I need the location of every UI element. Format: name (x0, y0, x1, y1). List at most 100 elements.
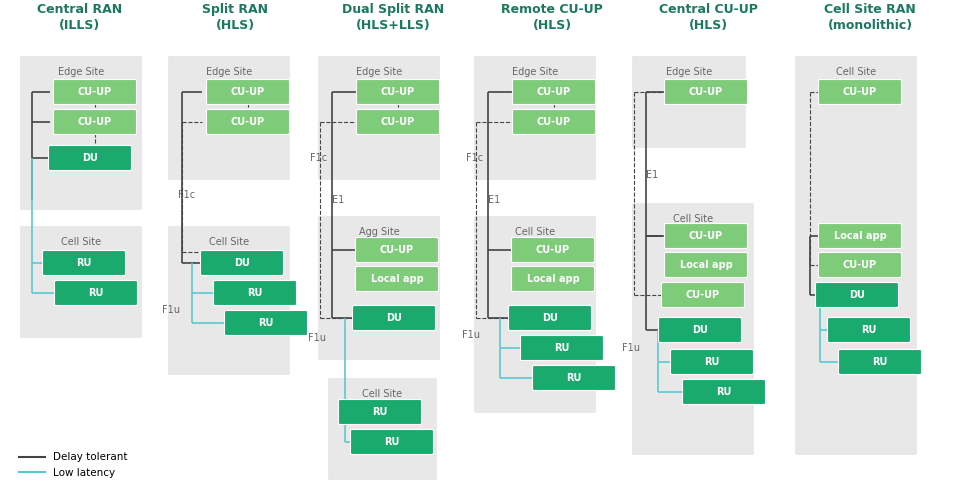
Text: Edge Site: Edge Site (58, 67, 104, 77)
Text: F1u: F1u (462, 330, 480, 340)
FancyBboxPatch shape (225, 310, 307, 336)
FancyBboxPatch shape (509, 306, 591, 331)
Text: DU: DU (542, 313, 558, 323)
FancyBboxPatch shape (664, 252, 748, 277)
Text: F1u: F1u (622, 343, 640, 353)
Text: Central RAN
(ILLS): Central RAN (ILLS) (37, 3, 123, 32)
Text: Agg Site: Agg Site (359, 227, 399, 237)
FancyBboxPatch shape (819, 80, 901, 104)
Text: F1c: F1c (178, 190, 195, 200)
FancyBboxPatch shape (206, 80, 290, 104)
FancyBboxPatch shape (819, 223, 901, 248)
FancyBboxPatch shape (664, 80, 748, 104)
FancyBboxPatch shape (474, 56, 596, 180)
FancyBboxPatch shape (512, 238, 594, 263)
Text: Local app: Local app (527, 274, 580, 284)
Text: CU-UP: CU-UP (381, 117, 415, 127)
Text: CU-UP: CU-UP (537, 117, 571, 127)
Text: E1: E1 (488, 195, 500, 205)
Text: RU: RU (566, 373, 582, 383)
FancyBboxPatch shape (20, 226, 142, 338)
Text: CU-UP: CU-UP (843, 87, 877, 97)
FancyBboxPatch shape (206, 110, 290, 134)
Text: Edge Site: Edge Site (356, 67, 402, 77)
Text: Cell Site: Cell Site (363, 389, 402, 399)
FancyBboxPatch shape (683, 379, 765, 404)
Text: RU: RU (248, 288, 263, 298)
FancyBboxPatch shape (659, 317, 741, 342)
FancyBboxPatch shape (339, 400, 421, 425)
FancyBboxPatch shape (213, 280, 297, 306)
Text: Cell Site: Cell Site (60, 237, 101, 247)
Text: RU: RU (258, 318, 274, 328)
Text: CU-UP: CU-UP (231, 87, 265, 97)
FancyBboxPatch shape (828, 317, 910, 342)
FancyBboxPatch shape (819, 252, 901, 277)
FancyBboxPatch shape (670, 349, 754, 374)
Text: Split RAN
(HLS): Split RAN (HLS) (202, 3, 268, 32)
Text: RU: RU (705, 357, 720, 367)
FancyBboxPatch shape (661, 282, 745, 308)
Text: CU-UP: CU-UP (78, 87, 112, 97)
FancyBboxPatch shape (54, 80, 136, 104)
Text: E1: E1 (332, 195, 345, 205)
FancyBboxPatch shape (352, 306, 436, 331)
FancyBboxPatch shape (355, 267, 439, 291)
FancyBboxPatch shape (474, 216, 596, 413)
Text: Cell Site RAN
(monolithic): Cell Site RAN (monolithic) (824, 3, 916, 32)
Text: DU: DU (692, 325, 708, 335)
Text: Cell Site: Cell Site (673, 214, 713, 224)
FancyBboxPatch shape (533, 366, 615, 391)
Text: DU: DU (849, 290, 865, 300)
FancyBboxPatch shape (201, 250, 283, 276)
Text: CU-UP: CU-UP (843, 260, 877, 270)
FancyBboxPatch shape (168, 226, 290, 375)
Text: F1u: F1u (308, 333, 326, 343)
FancyBboxPatch shape (520, 336, 604, 361)
Text: CU-UP: CU-UP (536, 245, 570, 255)
Text: RU: RU (372, 407, 388, 417)
FancyBboxPatch shape (512, 267, 594, 291)
Text: Edge Site: Edge Site (666, 67, 712, 77)
Text: RU: RU (76, 258, 92, 268)
Text: CU-UP: CU-UP (231, 117, 265, 127)
Text: DU: DU (386, 313, 402, 323)
FancyBboxPatch shape (664, 223, 748, 248)
FancyBboxPatch shape (168, 56, 290, 180)
FancyBboxPatch shape (55, 280, 137, 306)
FancyBboxPatch shape (318, 56, 440, 180)
Text: DU: DU (234, 258, 250, 268)
FancyBboxPatch shape (350, 430, 434, 455)
FancyBboxPatch shape (815, 282, 899, 308)
FancyBboxPatch shape (328, 378, 437, 480)
Text: RU: RU (88, 288, 104, 298)
FancyBboxPatch shape (42, 250, 126, 276)
FancyBboxPatch shape (838, 349, 922, 374)
Text: RU: RU (554, 343, 569, 353)
Text: DU: DU (82, 153, 98, 163)
FancyBboxPatch shape (513, 110, 595, 134)
Text: F1c: F1c (466, 153, 483, 163)
Text: CU-UP: CU-UP (78, 117, 112, 127)
Text: RU: RU (384, 437, 399, 447)
Text: CU-UP: CU-UP (537, 87, 571, 97)
Text: RU: RU (873, 357, 888, 367)
Text: Dual Split RAN
(HLS+LLS): Dual Split RAN (HLS+LLS) (342, 3, 444, 32)
Legend: Delay tolerant, Low latency: Delay tolerant, Low latency (14, 448, 132, 482)
Text: Edge Site: Edge Site (205, 67, 252, 77)
FancyBboxPatch shape (356, 110, 440, 134)
Text: Local app: Local app (371, 274, 423, 284)
Text: CU-UP: CU-UP (381, 87, 415, 97)
FancyBboxPatch shape (632, 56, 746, 148)
Text: Cell Site: Cell Site (515, 227, 555, 237)
Text: E1: E1 (646, 170, 659, 180)
Text: Central CU-UP
(HLS): Central CU-UP (HLS) (659, 3, 757, 32)
FancyBboxPatch shape (513, 80, 595, 104)
Text: RU: RU (716, 387, 732, 397)
Text: Local app: Local app (680, 260, 732, 270)
FancyBboxPatch shape (356, 80, 440, 104)
Text: Edge Site: Edge Site (512, 67, 558, 77)
Text: Remote CU-UP
(HLS): Remote CU-UP (HLS) (501, 3, 603, 32)
Text: Local app: Local app (833, 231, 886, 241)
Text: CU-UP: CU-UP (686, 290, 720, 300)
